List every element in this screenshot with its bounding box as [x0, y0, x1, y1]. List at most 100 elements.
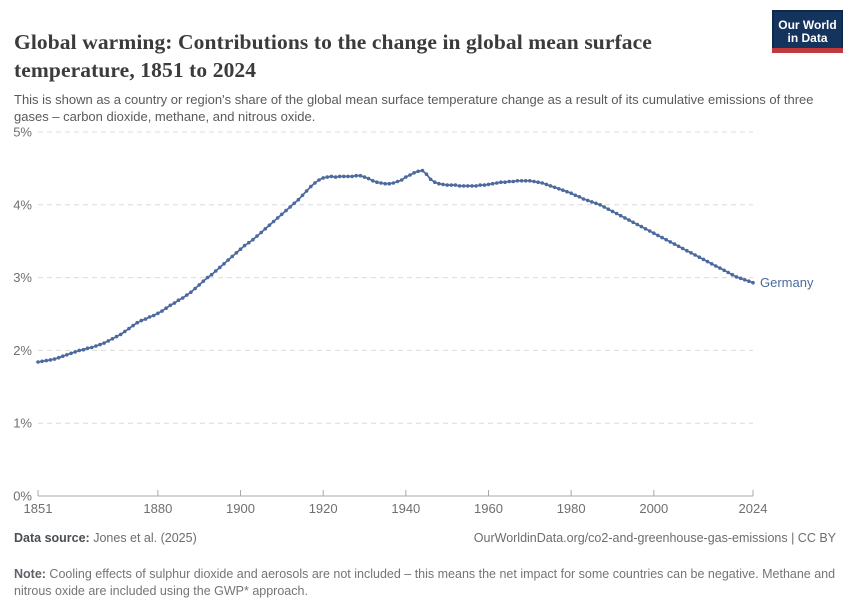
- data-point[interactable]: [69, 351, 73, 356]
- data-point[interactable]: [362, 175, 367, 179]
- data-point[interactable]: [209, 272, 214, 277]
- data-point[interactable]: [139, 318, 144, 323]
- data-point[interactable]: [296, 197, 301, 202]
- data-point[interactable]: [416, 169, 421, 174]
- data-point[interactable]: [643, 227, 648, 231]
- data-point[interactable]: [569, 191, 573, 195]
- data-point[interactable]: [226, 258, 230, 262]
- data-point[interactable]: [585, 198, 590, 203]
- data-point[interactable]: [461, 184, 466, 188]
- data-point[interactable]: [399, 178, 404, 182]
- data-point[interactable]: [561, 188, 565, 192]
- data-point[interactable]: [40, 359, 44, 364]
- data-point[interactable]: [433, 180, 437, 184]
- data-point[interactable]: [333, 175, 338, 179]
- data-point[interactable]: [309, 184, 313, 189]
- data-point[interactable]: [89, 345, 94, 350]
- data-point[interactable]: [65, 353, 69, 357]
- data-point[interactable]: [709, 262, 714, 266]
- data-point[interactable]: [94, 344, 98, 348]
- data-point[interactable]: [259, 230, 264, 235]
- data-point[interactable]: [618, 213, 623, 218]
- data-point[interactable]: [577, 195, 582, 199]
- data-point[interactable]: [346, 174, 350, 179]
- data-point[interactable]: [387, 181, 392, 186]
- data-point[interactable]: [189, 290, 193, 294]
- data-point[interactable]: [734, 275, 739, 279]
- data-point[interactable]: [81, 347, 86, 352]
- data-point[interactable]: [395, 179, 400, 184]
- data-point[interactable]: [490, 181, 495, 186]
- data-point[interactable]: [284, 208, 288, 213]
- data-point[interactable]: [280, 212, 284, 217]
- data-point[interactable]: [457, 184, 462, 188]
- data-point[interactable]: [668, 240, 673, 244]
- data-point[interactable]: [172, 301, 177, 305]
- data-point[interactable]: [350, 174, 354, 179]
- data-point[interactable]: [371, 179, 375, 183]
- data-point[interactable]: [160, 309, 164, 313]
- data-point[interactable]: [557, 187, 561, 191]
- data-point[interactable]: [631, 220, 635, 225]
- data-point[interactable]: [271, 219, 276, 224]
- series-end-label-germany[interactable]: Germany: [760, 275, 814, 290]
- data-point[interactable]: [366, 176, 371, 181]
- data-point[interactable]: [85, 346, 90, 350]
- data-point[interactable]: [660, 235, 664, 240]
- data-point[interactable]: [205, 275, 210, 280]
- data-point[interactable]: [61, 354, 65, 358]
- data-point[interactable]: [656, 233, 660, 238]
- data-point[interactable]: [118, 332, 123, 337]
- data-point[interactable]: [304, 189, 309, 193]
- data-point[interactable]: [515, 179, 520, 183]
- data-point[interactable]: [581, 197, 586, 201]
- chart-canvas[interactable]: 0% 1% 2% 3% 4% 5% 1851 1880 1900 1920 1940 1960 1980…: [0, 120, 850, 532]
- data-point[interactable]: [511, 179, 516, 184]
- data-point[interactable]: [36, 360, 40, 364]
- data-point[interactable]: [718, 266, 722, 270]
- data-point[interactable]: [251, 237, 255, 242]
- data-point[interactable]: [536, 180, 540, 184]
- data-point[interactable]: [176, 298, 181, 302]
- data-point[interactable]: [474, 184, 478, 188]
- data-point[interactable]: [747, 279, 751, 283]
- data-point[interactable]: [441, 182, 445, 187]
- data-point[interactable]: [437, 181, 441, 186]
- data-point[interactable]: [478, 183, 483, 187]
- data-point[interactable]: [230, 254, 234, 259]
- data-point[interactable]: [300, 193, 305, 198]
- data-point[interactable]: [73, 350, 77, 354]
- data-point[interactable]: [602, 205, 606, 209]
- license-link[interactable]: OurWorldinData.org/co2-and-greenhouse-ga…: [473, 531, 836, 545]
- data-point[interactable]: [606, 207, 611, 211]
- data-point[interactable]: [110, 337, 115, 341]
- data-point[interactable]: [143, 317, 148, 321]
- data-point[interactable]: [201, 279, 206, 283]
- data-point[interactable]: [102, 341, 106, 345]
- data-point[interactable]: [52, 357, 57, 361]
- data-point[interactable]: [532, 179, 536, 184]
- data-point[interactable]: [689, 251, 693, 255]
- data-point[interactable]: [242, 243, 247, 248]
- data-point[interactable]: [482, 183, 487, 187]
- data-point[interactable]: [693, 253, 697, 257]
- data-point[interactable]: [151, 313, 156, 318]
- data-point[interactable]: [466, 184, 470, 188]
- data-point[interactable]: [247, 240, 251, 245]
- data-point[interactable]: [391, 181, 396, 185]
- data-point[interactable]: [114, 334, 119, 339]
- data-point[interactable]: [614, 211, 619, 216]
- data-point[interactable]: [131, 323, 135, 328]
- data-point[interactable]: [519, 179, 524, 183]
- data-point[interactable]: [213, 269, 218, 273]
- data-point[interactable]: [106, 339, 111, 343]
- data-point[interactable]: [321, 176, 326, 180]
- data-point[interactable]: [738, 276, 743, 281]
- data-point[interactable]: [730, 272, 735, 277]
- data-point[interactable]: [383, 181, 388, 186]
- series-line-germany[interactable]: [37, 169, 754, 363]
- data-point[interactable]: [573, 193, 578, 198]
- data-point[interactable]: [503, 180, 507, 184]
- data-point[interactable]: [453, 183, 458, 187]
- data-point[interactable]: [263, 227, 268, 231]
